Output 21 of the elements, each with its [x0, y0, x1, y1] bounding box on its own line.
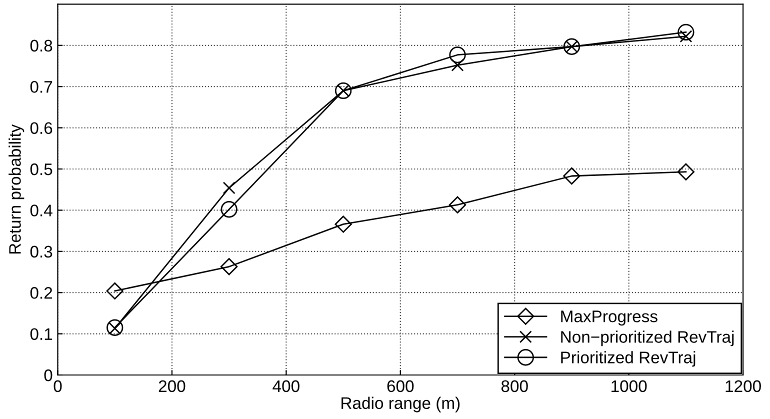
x-tick-label: 0: [54, 380, 62, 392]
y-axis-title: Return probability: [8, 124, 24, 254]
x-tick-label: 800: [501, 380, 528, 392]
legend-label: Prioritized RevTraj: [561, 351, 696, 367]
legend-label: Non−prioritized RevTraj: [561, 330, 734, 346]
y-tick-label: 0: [44, 369, 52, 382]
x-tick-label: 600: [387, 380, 414, 392]
y-tick-label: 0.7: [30, 80, 52, 93]
x-tick-label: 400: [272, 380, 300, 392]
y-tick-label: 0.2: [30, 287, 52, 299]
y-tick-label: 0.4: [30, 204, 52, 216]
y-tick-label: 0.1: [30, 328, 52, 340]
x-tick-label: 200: [158, 380, 186, 392]
y-tick-label: 0.6: [30, 122, 52, 134]
x-tick-label: 1000: [612, 380, 647, 392]
x-axis-title: Radio range (m): [342, 396, 460, 412]
y-tick-label: 0.8: [30, 40, 52, 52]
x-tick-label: 1200: [726, 380, 761, 392]
y-tick-label: 0.3: [30, 246, 52, 258]
y-tick-label: 0.5: [30, 163, 52, 176]
legend-label: MaxProgress: [561, 310, 658, 326]
